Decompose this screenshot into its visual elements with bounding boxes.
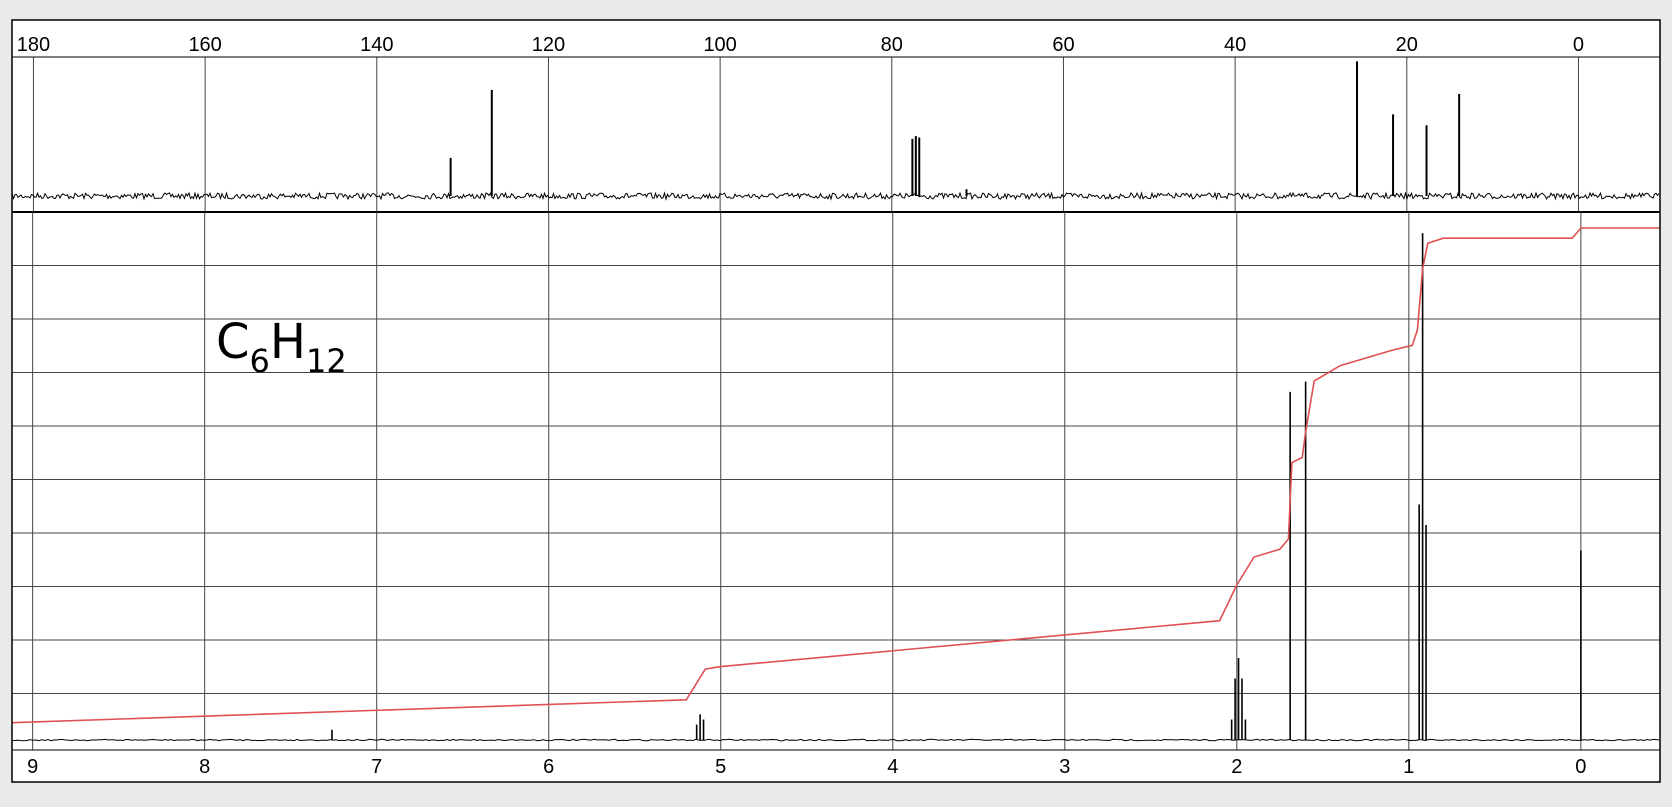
proton-tick-label: 5: [715, 756, 726, 778]
carbon-spectrum-panel: 180 160 140 120 100 80 60 40 20 0: [11, 34, 1660, 212]
carbon-tick-label: 40: [1224, 34, 1246, 56]
carbon-tick-label: 20: [1396, 34, 1418, 56]
plot-frame: [11, 19, 1661, 783]
proton-tick-label: 3: [1059, 756, 1070, 778]
proton-spectrum-panel: 9 8 7 6 5 4 3 2 1 0: [11, 212, 1660, 778]
proton-tick-label: 9: [27, 756, 38, 778]
carbon-tick-label: 80: [881, 34, 903, 56]
molecular-formula: C6H12: [216, 314, 347, 380]
proton-baseline: [11, 738, 1660, 742]
carbon-tick-label: 100: [703, 34, 736, 56]
proton-tick-label: 6: [543, 756, 554, 778]
carbon-baseline-noise: [11, 191, 1660, 201]
carbon-tick-label: 0: [1573, 34, 1584, 56]
carbon-tick-label: 180: [17, 34, 50, 56]
plot-background: [12, 20, 1660, 782]
integral-curve: [11, 227, 1660, 724]
carbon-peaks: [449, 61, 1461, 196]
carbon-tick-label: 140: [360, 34, 393, 56]
formula-subscript-c: 6: [250, 342, 270, 380]
formula-element-h: H: [270, 314, 306, 370]
proton-tick-labels: 9 8 7 6 5 4 3 2 1 0: [27, 756, 1586, 778]
carbon-grid: [12, 56, 1660, 212]
carbon-tick-label: 60: [1052, 34, 1074, 56]
proton-tick-label: 0: [1575, 756, 1586, 778]
formula-element-c: C: [216, 314, 250, 370]
carbon-tick-labels: 180 160 140 120 100 80 60 40 20 0: [17, 34, 1584, 56]
proton-tick-label: 8: [199, 756, 210, 778]
carbon-tick-label: 120: [532, 34, 565, 56]
proton-peaks: [331, 233, 1582, 740]
proton-tick-label: 7: [371, 756, 382, 778]
formula-subscript-h: 12: [306, 342, 347, 380]
proton-tick-label: 4: [887, 756, 898, 778]
carbon-tick-label: 160: [188, 34, 221, 56]
proton-tick-label: 1: [1403, 756, 1414, 778]
proton-tick-label: 2: [1231, 756, 1242, 778]
